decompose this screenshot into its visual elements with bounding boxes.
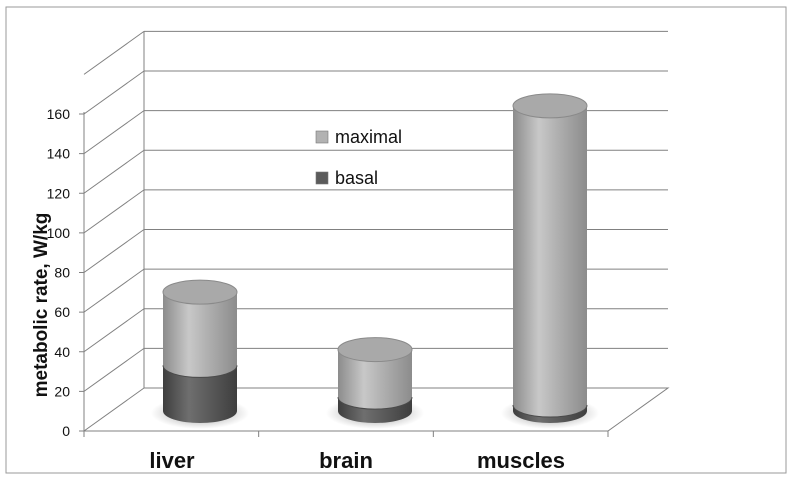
bar-top-cap xyxy=(162,279,238,305)
bar-segment-edge xyxy=(512,404,588,418)
gridline-side xyxy=(83,110,145,155)
bar-basal-liver-body xyxy=(163,365,237,423)
bar-maximal-muscles-body xyxy=(513,105,587,418)
bars xyxy=(151,93,599,429)
bar-maximal-brain xyxy=(338,349,412,410)
y-tick-label: 40 xyxy=(54,344,70,360)
gridline-side xyxy=(83,189,145,234)
bar-basal-muscles xyxy=(513,405,587,423)
category-labels: liver brain muscles xyxy=(149,448,565,473)
bar-basal-brain-body xyxy=(338,397,412,423)
y-tick-label: 160 xyxy=(47,106,71,122)
bar-segment-edge xyxy=(337,397,413,410)
y-tick-label: 60 xyxy=(54,304,70,320)
bar-maximal-liver xyxy=(163,292,237,378)
bar-top-cap xyxy=(512,93,588,119)
gridline-side xyxy=(83,30,145,75)
bar-maximal-liver-body xyxy=(163,292,237,378)
category-label: liver xyxy=(149,448,195,473)
y-tick-label: 100 xyxy=(47,225,71,241)
bar-basal-liver xyxy=(163,365,237,423)
y-tick-label: 80 xyxy=(54,265,70,281)
gridline-side xyxy=(83,229,145,273)
gridline-side xyxy=(83,347,145,392)
bar-maximal-brain-body xyxy=(338,349,412,410)
gridline-side xyxy=(83,70,145,115)
gridline-side xyxy=(83,149,145,194)
gridline-side xyxy=(83,308,145,353)
bar-maximal-muscles xyxy=(513,105,587,418)
legend: maximal basal xyxy=(315,127,402,188)
category-label: brain xyxy=(319,448,373,473)
y-axis-label: metabolic rate, W/kg xyxy=(31,213,52,398)
gridline-side xyxy=(83,268,145,313)
legend-swatch-maximal xyxy=(315,130,329,144)
legend-label-basal: basal xyxy=(335,168,378,188)
bar-top-cap xyxy=(337,337,413,363)
y-tick-label: 120 xyxy=(47,185,71,201)
y-tick-labels: 0 20 40 60 80 100 120 140 160 xyxy=(47,106,71,439)
legend-label-maximal: maximal xyxy=(335,127,402,147)
legend-swatch-basal xyxy=(315,171,329,185)
y-tick-label: 0 xyxy=(62,423,70,439)
y-tick-label: 20 xyxy=(54,383,70,399)
bar-segment-edge xyxy=(162,365,238,378)
bar-basal-muscles-body xyxy=(513,405,587,423)
bar-basal-brain xyxy=(338,397,412,423)
gridline-side xyxy=(83,387,145,432)
y-tick-label: 140 xyxy=(47,146,71,162)
category-label: muscles xyxy=(477,448,565,473)
